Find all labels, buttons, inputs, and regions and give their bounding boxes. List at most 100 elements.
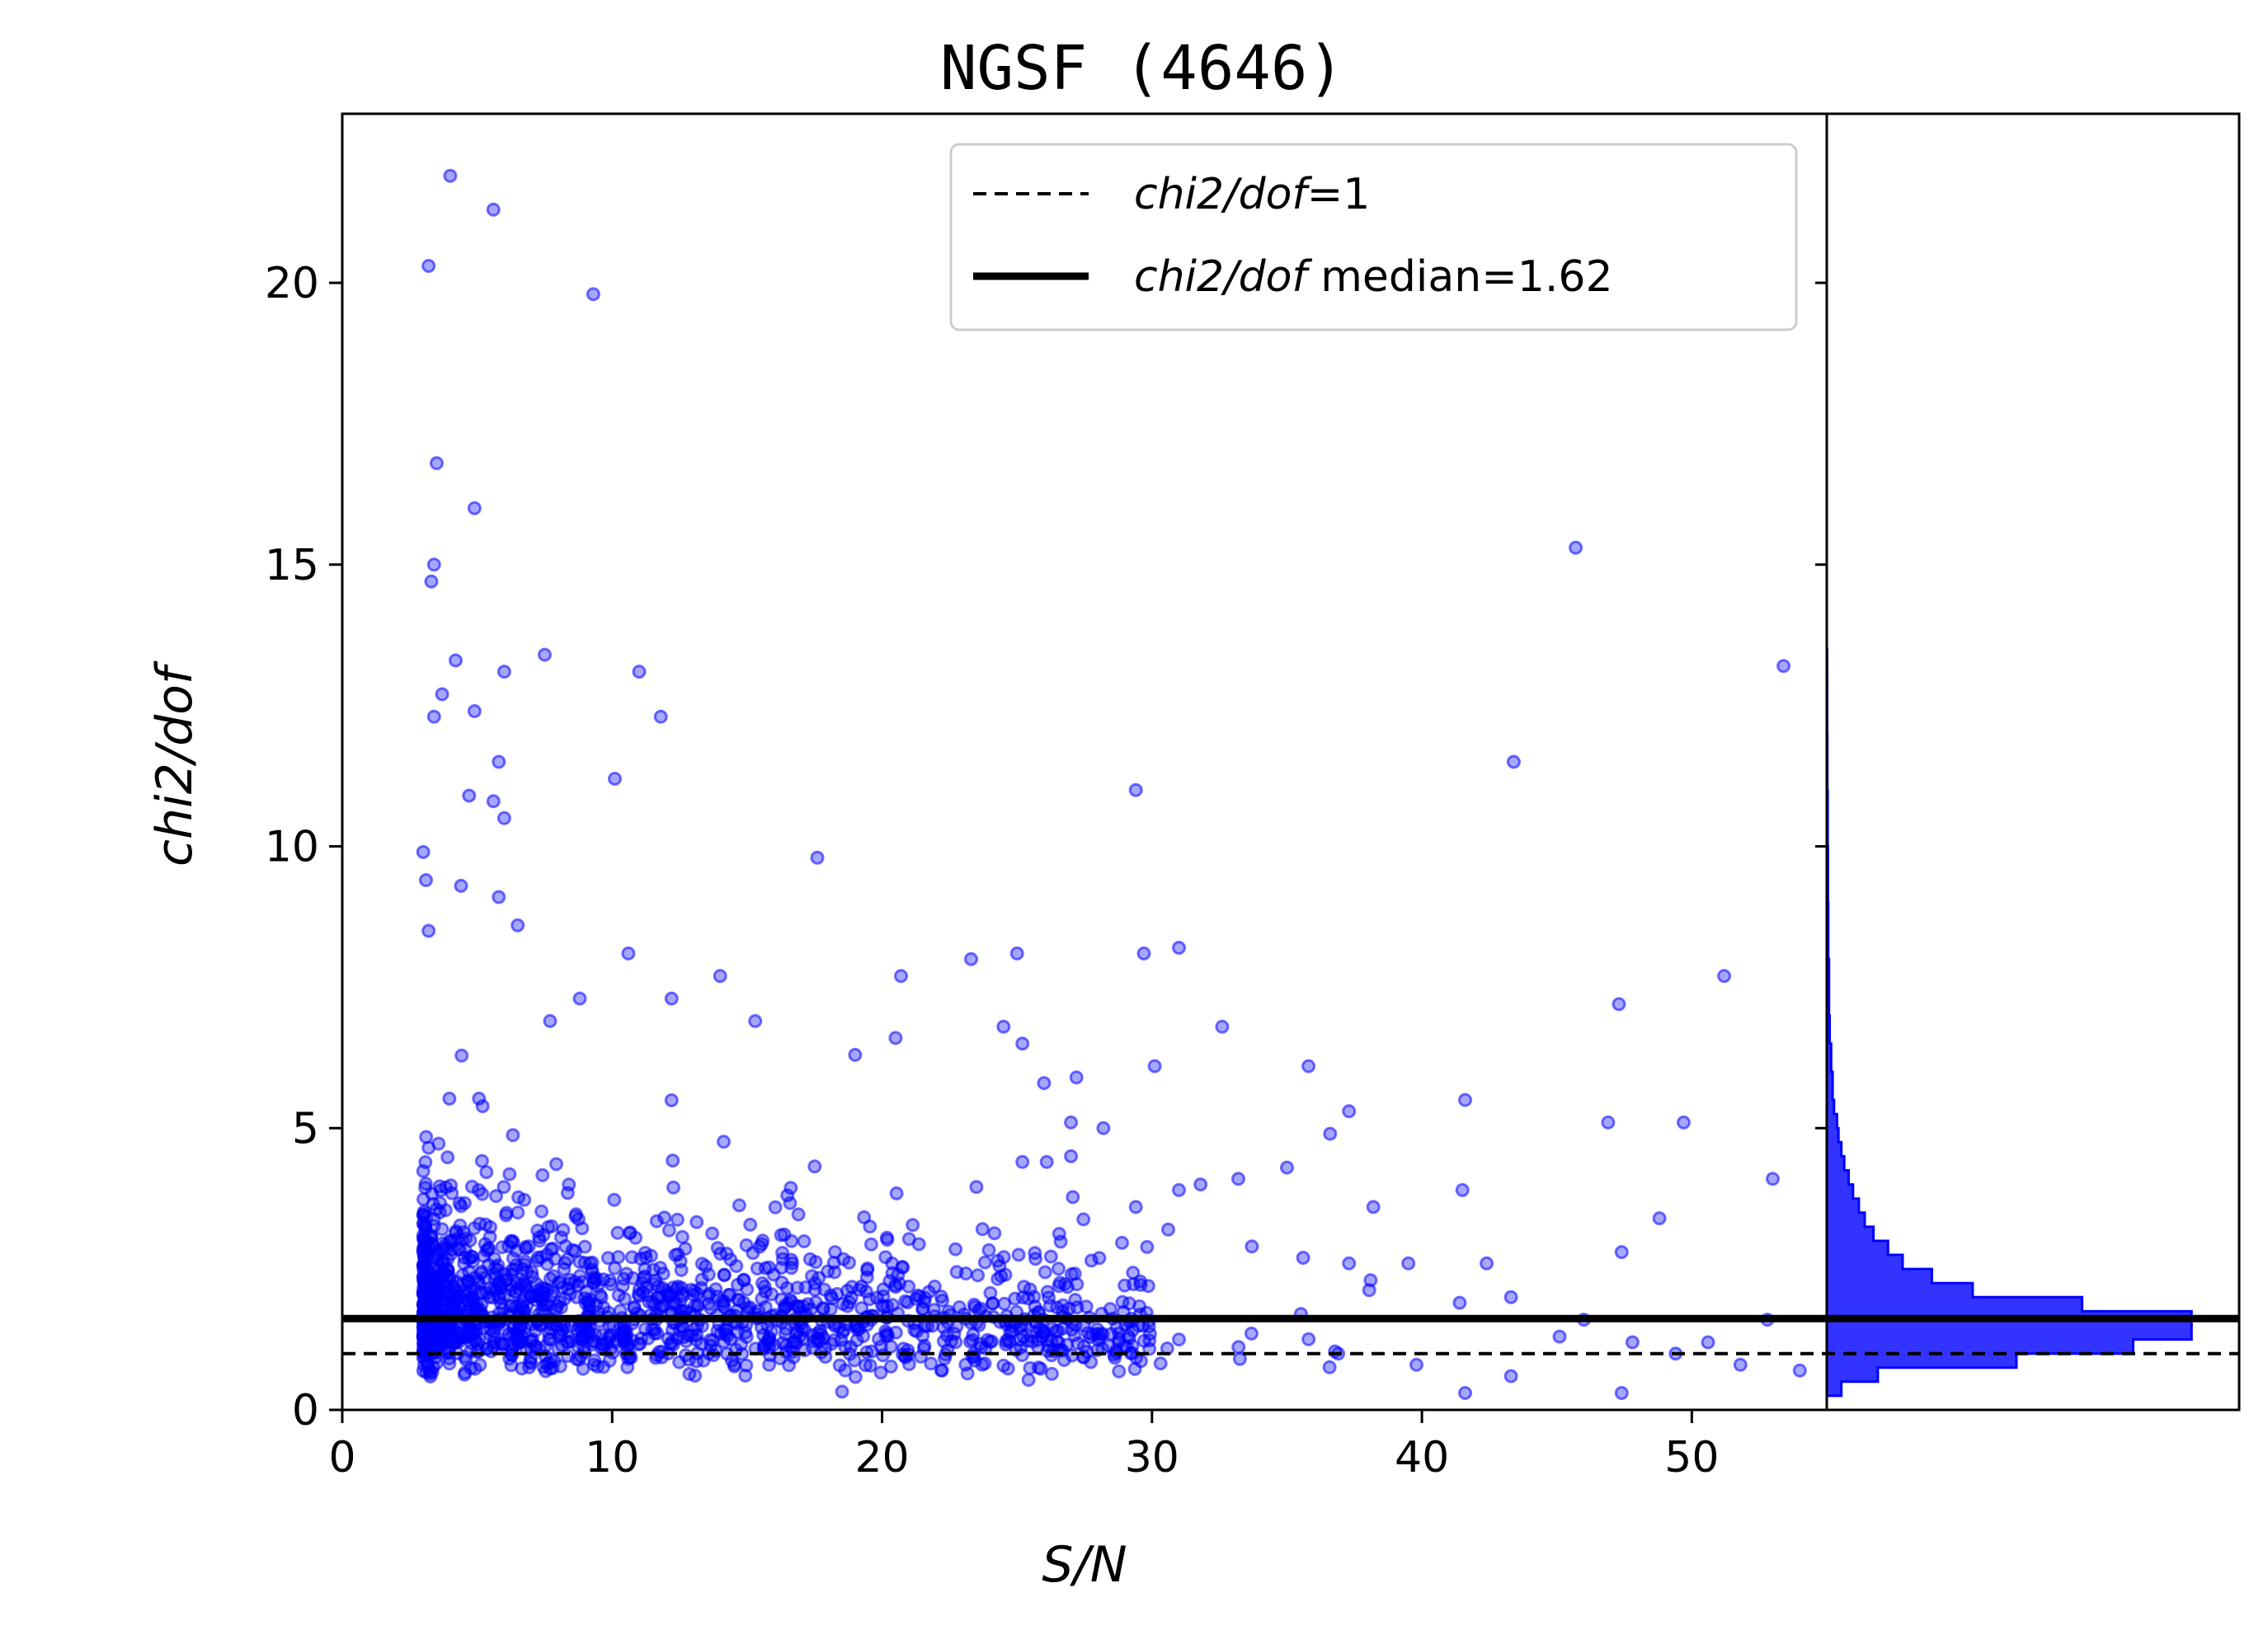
reference-lines <box>342 1314 2239 1355</box>
scatter-point <box>541 1326 556 1340</box>
scatter-point <box>575 1275 590 1290</box>
scatter-point <box>907 1322 922 1337</box>
scatter-point <box>628 1230 643 1245</box>
scatter-point <box>823 1288 838 1303</box>
scatter-point <box>578 1296 593 1311</box>
scatter-point <box>426 709 441 724</box>
scatter-point <box>587 1353 602 1368</box>
scatter-point <box>1552 1329 1567 1344</box>
y-tick-label: 20 <box>265 259 319 308</box>
scatter-point <box>638 1261 652 1276</box>
scatter-point <box>664 991 679 1006</box>
scatter-point <box>1015 1036 1030 1051</box>
scatter-point <box>442 1269 457 1284</box>
scatter-point <box>1070 1300 1085 1315</box>
scatter-point <box>755 1291 769 1306</box>
scatter-point <box>987 1226 1002 1241</box>
scatter-point <box>860 1261 875 1276</box>
scatter-point <box>440 1150 455 1165</box>
scatter-point <box>530 1224 545 1238</box>
scatter-point <box>1172 1332 1186 1347</box>
x-tick-label: 0 <box>328 1433 355 1482</box>
scatter-point <box>790 1280 805 1295</box>
scatter-point <box>656 1299 671 1313</box>
scatter-point <box>758 1261 773 1276</box>
scatter-point <box>454 1199 468 1214</box>
scatter-point <box>424 574 439 589</box>
scatter-point <box>478 1237 492 1252</box>
scatter-point <box>443 1333 458 1348</box>
scatter-point <box>1000 1361 1015 1376</box>
histogram <box>1827 647 2193 1398</box>
scatter-point <box>1025 1334 1040 1349</box>
scatter-point <box>422 1288 437 1303</box>
scatter-point <box>808 1255 823 1270</box>
scatter-point <box>511 918 525 933</box>
x-tick-label: 30 <box>1125 1433 1179 1482</box>
scatter-point <box>746 1246 760 1261</box>
scatter-point <box>1013 1332 1028 1347</box>
scatter-point <box>727 1359 741 1374</box>
scatter-point <box>713 969 727 984</box>
scatter-point <box>948 1242 963 1257</box>
scatter-point <box>1193 1177 1208 1192</box>
scatter-point <box>465 1254 480 1269</box>
scatter-point <box>416 1319 431 1334</box>
scatter-point <box>936 1320 951 1335</box>
scatter-point <box>710 1290 724 1304</box>
scatter-point <box>838 1363 853 1378</box>
legend-label-1-rest: =1 <box>1307 170 1371 219</box>
scatter-point <box>748 1013 763 1028</box>
scatter-point <box>543 1013 558 1028</box>
scatter-point <box>419 873 433 887</box>
scatter-point <box>863 1358 878 1373</box>
y-tick-label: 10 <box>265 823 319 872</box>
scatter-point <box>738 1368 753 1383</box>
scatter-point <box>964 951 978 966</box>
legend-label-2-italic: chi2/dof <box>1134 252 1312 302</box>
scatter-point <box>1112 1364 1127 1379</box>
scatter-point <box>1776 659 1791 674</box>
scatter-point <box>421 1140 436 1155</box>
scatter-point <box>468 1271 482 1285</box>
scatter-point <box>430 456 444 471</box>
scatter-point <box>473 1357 487 1372</box>
scatter-point <box>1060 1337 1074 1352</box>
scatter-point <box>421 259 436 273</box>
scatter-point <box>1011 1247 1026 1262</box>
scatter-point <box>981 1243 996 1257</box>
scatter-point <box>1231 1340 1246 1355</box>
scatter-point <box>617 1291 632 1306</box>
scatter-point <box>467 500 482 515</box>
scatter-point <box>467 704 482 718</box>
scatter-point <box>1147 1059 1162 1073</box>
scatter-point <box>1503 1369 1518 1384</box>
scatter-point <box>1052 1261 1066 1276</box>
scatter-point <box>478 1217 493 1232</box>
scatter-point <box>958 1357 973 1372</box>
scatter-point <box>543 1242 558 1257</box>
scatter-point <box>664 1335 679 1350</box>
scatter-point <box>475 1186 490 1201</box>
scatter-point <box>891 1267 906 1282</box>
scatter-point <box>462 1321 477 1336</box>
scatter-point <box>553 1300 568 1315</box>
scatter-point <box>1136 946 1151 961</box>
scatter-point <box>1323 1126 1338 1141</box>
scatter-point <box>444 1178 459 1193</box>
scatter-point <box>1366 1200 1381 1214</box>
scatter-point <box>703 1301 718 1316</box>
scatter-point <box>638 1246 652 1260</box>
scatter-point <box>888 1031 903 1045</box>
scatter-point <box>717 1267 732 1282</box>
scatter-point <box>1717 969 1732 984</box>
legend: chi2/dof=1 chi2/dof median=1.62 <box>949 143 1798 331</box>
scatter-point <box>1231 1172 1245 1186</box>
scatter-point <box>784 1233 799 1248</box>
scatter-point <box>1701 1335 1715 1350</box>
scatter-point <box>474 1153 489 1168</box>
scatter-point <box>442 1092 457 1106</box>
scatter-point <box>805 1269 819 1284</box>
chart-title: NGSF (4646) <box>940 33 1344 104</box>
